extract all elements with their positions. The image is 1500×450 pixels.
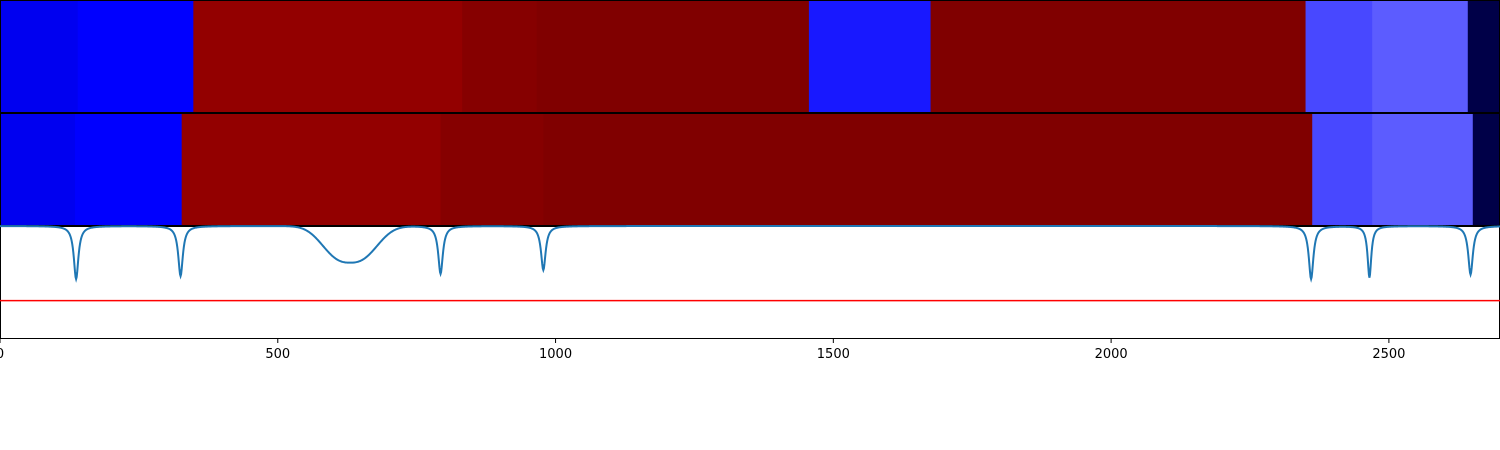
line-panel [0, 225, 1500, 339]
x-tick-label: 1000 [539, 347, 572, 362]
heatmap-cell [536, 0, 810, 112]
heatmap-cell [181, 113, 442, 225]
heatmap-cell [1472, 113, 1500, 225]
heatmap-cell [440, 113, 544, 225]
heatmap-cell [1467, 0, 1500, 112]
heatmap-cell [808, 0, 932, 112]
heatmap-cell [193, 0, 463, 112]
x-tick-label: 1500 [817, 347, 850, 362]
x-tick-label: 0 [0, 347, 4, 362]
line-panel-frame [0, 226, 1500, 339]
heatmap-cell [0, 113, 76, 225]
heatmap-cell [0, 0, 79, 112]
series-line [0, 225, 1500, 283]
heatmap-cell [1305, 0, 1373, 112]
heatmap-row-2 [0, 113, 1500, 225]
heatmap-cell [1372, 113, 1474, 225]
heatmap-cell [1312, 113, 1373, 225]
heatmap-cell [75, 113, 183, 225]
heatmap-row-1 [0, 0, 1500, 112]
heatmap-cell [1372, 0, 1469, 112]
heatmap-cell [930, 0, 1307, 112]
heatmap-cell [77, 0, 194, 112]
x-tick-label: 2500 [1372, 347, 1405, 362]
x-tick-label: 2000 [1095, 347, 1128, 362]
heatmap-cell [462, 0, 538, 112]
x-axis: 0 500 1000 1500 2000 2500 [0, 338, 1405, 362]
x-tick-label: 500 [265, 347, 290, 362]
heatmap-cell [543, 113, 1313, 225]
